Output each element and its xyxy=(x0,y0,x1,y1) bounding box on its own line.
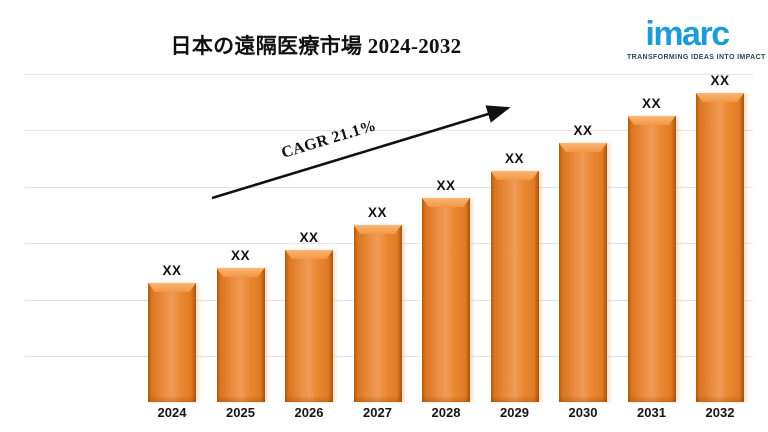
bars-row: XX 2024 XX 2025 XX 2026 XX 2027 XX 2028 XX 2029 XX 20… xyxy=(148,57,744,420)
x-axis-tick-label: 2025 xyxy=(226,405,255,420)
imarc-wordmark: imarc xyxy=(645,15,730,53)
trend-arrow-line xyxy=(211,105,511,200)
gridline xyxy=(25,74,753,75)
bar xyxy=(285,250,333,402)
bar-group: XX 2028 xyxy=(422,57,470,420)
bar-value-label: XX xyxy=(710,73,730,88)
bar-group: XX 2026 xyxy=(285,57,333,420)
bar-value-label: XX xyxy=(367,205,387,220)
bar-value-label: XX xyxy=(573,123,593,138)
bar-value-label: XX xyxy=(162,263,182,278)
bar-value-label: XX xyxy=(299,230,319,245)
gridline xyxy=(25,130,753,131)
imarc-logo: imarc TRANSFORMING IDEAS INTO IMPACT xyxy=(627,15,766,61)
x-axis-tick-label: 2028 xyxy=(431,405,461,420)
chart-title: 日本の遠隔医療市場 2024-2032 xyxy=(170,34,462,58)
bar xyxy=(627,116,676,402)
gridline xyxy=(25,187,753,188)
x-axis-tick-label: 2027 xyxy=(363,405,392,420)
bar-group: XX 2025 xyxy=(216,57,265,420)
x-axis-tick-label: 2024 xyxy=(157,405,187,420)
bar-value-label: XX xyxy=(436,178,456,193)
bar-value-label: XX xyxy=(230,248,250,263)
bar xyxy=(490,171,539,402)
x-axis-tick-label: 2031 xyxy=(637,405,666,420)
x-axis-tick-label: 2026 xyxy=(294,405,324,420)
bar xyxy=(353,225,402,402)
bar-group: XX 2024 xyxy=(148,57,196,420)
bar-value-label: XX xyxy=(641,96,661,111)
bar-group: XX 2029 xyxy=(490,57,539,420)
bar xyxy=(559,143,607,402)
bar-group: XX 2032 xyxy=(696,57,744,420)
bar xyxy=(216,268,265,402)
bar xyxy=(696,93,744,402)
imarc-tagline: TRANSFORMING IDEAS INTO IMPACT xyxy=(627,54,766,61)
bar-group: XX 2031 xyxy=(627,57,676,420)
bar-group: XX 2027 xyxy=(353,57,402,420)
x-axis-tick-label: 2030 xyxy=(568,405,598,420)
bar-group: XX 2030 xyxy=(559,57,607,420)
x-axis-tick-label: 2029 xyxy=(500,405,529,420)
bar-value-label: XX xyxy=(504,151,524,166)
bar xyxy=(422,198,470,402)
x-axis-tick-label: 2032 xyxy=(705,405,735,420)
bar xyxy=(148,283,196,402)
